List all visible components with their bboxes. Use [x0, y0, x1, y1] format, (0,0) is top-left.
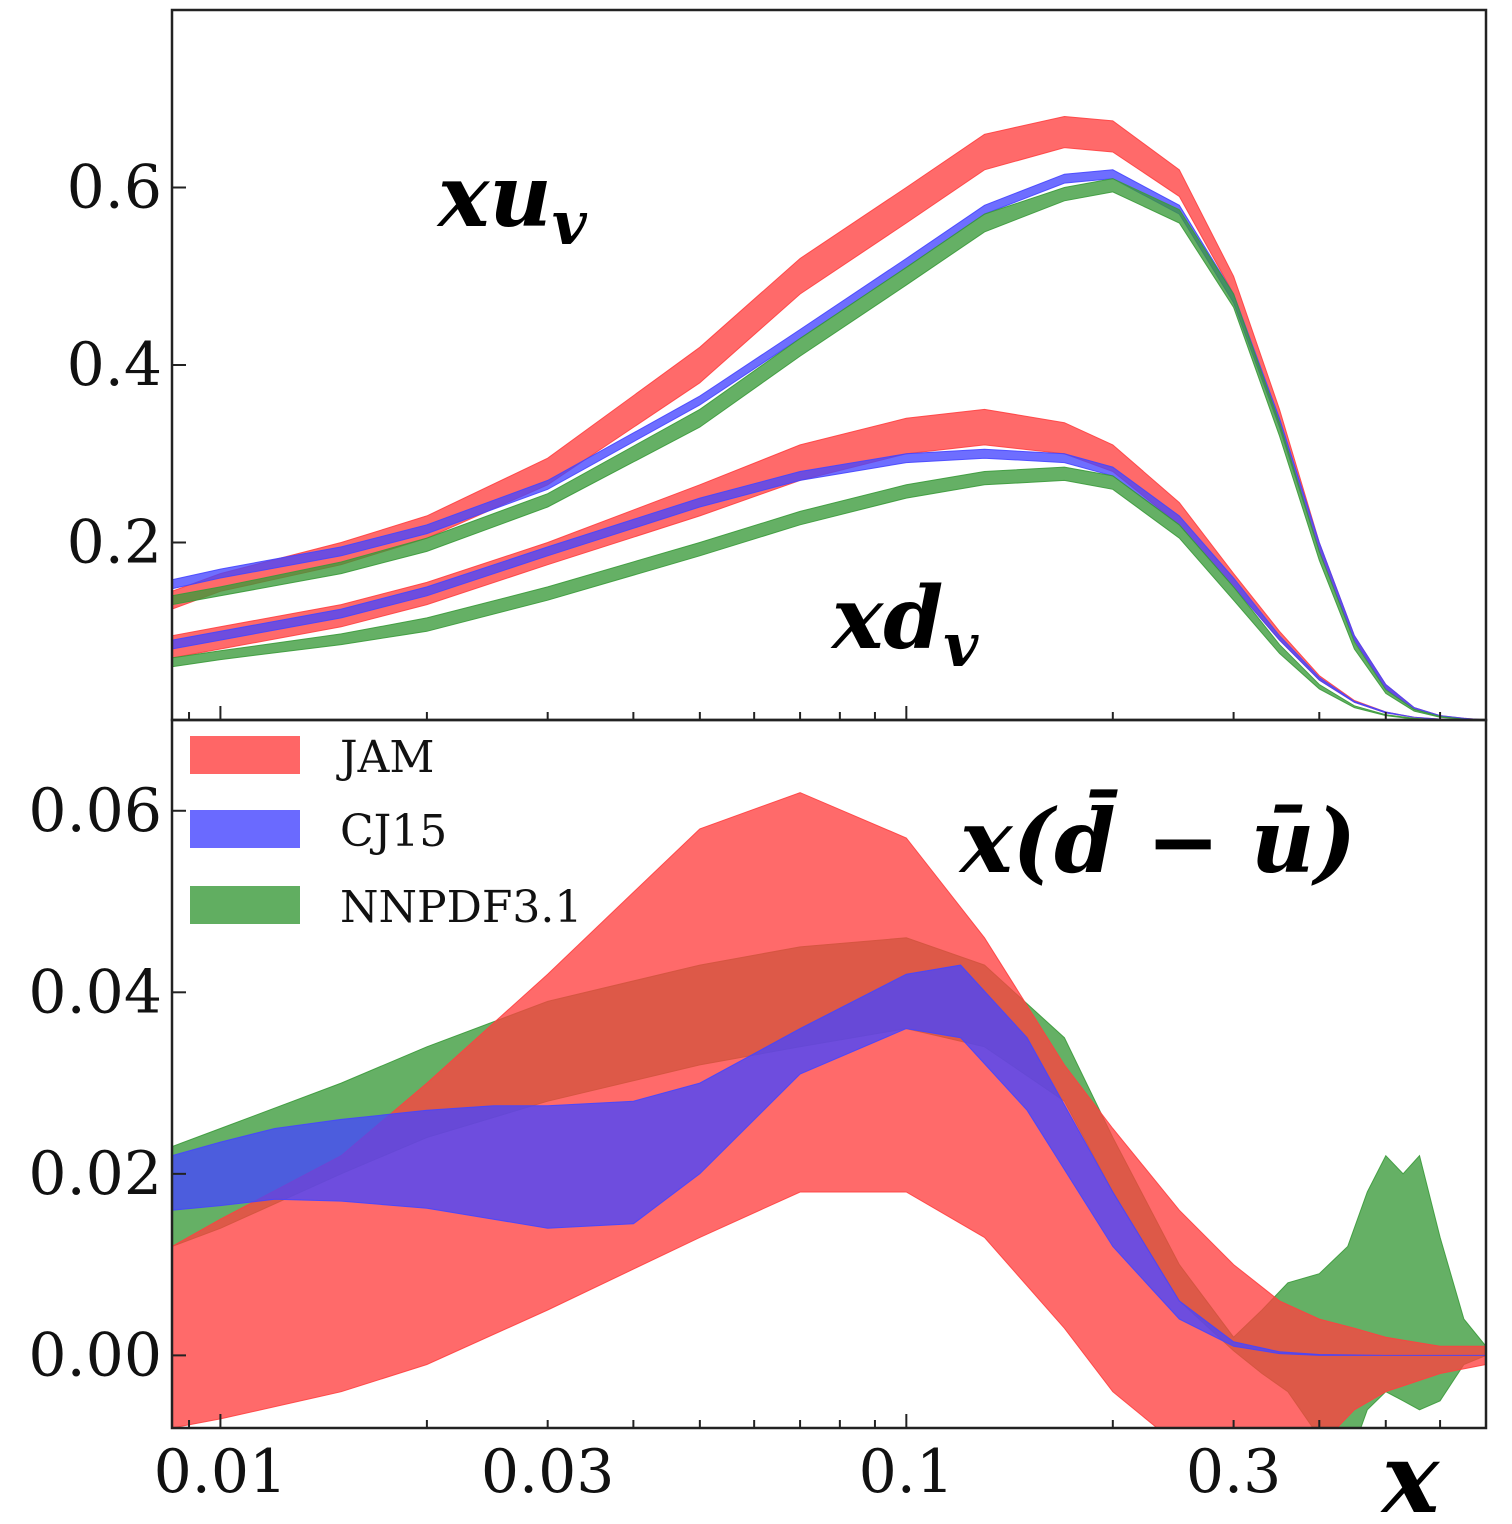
- legend-swatch-nnpdf: [190, 886, 300, 924]
- legend-swatch-jam: [190, 736, 300, 774]
- bottom-band-cj15: [172, 964, 1486, 1356]
- bottom-panel-frame: [170, 718, 1488, 1430]
- bottom-ytick-label: 0.06: [28, 776, 162, 846]
- x-tick-label: 0.1: [859, 1437, 954, 1507]
- bottom-panel-xaxis: 0.01 0.03 0.1 0.3: [154, 1414, 1442, 1507]
- top-ytick-label: 0.2: [67, 508, 162, 578]
- top-band-xdv-cj15: [172, 448, 1486, 720]
- legend-swatch-cj15: [190, 810, 300, 848]
- bottom-panel: 0.00 0.02 0.04 0.06 0.01 0.03 0.1 0.3 x(d̄ − ū…: [28, 718, 1488, 1524]
- bottom-ytick-label: 0.00: [28, 1320, 162, 1390]
- top-band-xdv-nnpdf3-1: [172, 466, 1486, 720]
- top-panel-yaxis: 0.2 0.4 0.6: [67, 153, 186, 578]
- dbar-ubar-annotation: x(d̄ − ū): [958, 788, 1356, 893]
- xdv-annotation: xdv: [830, 568, 979, 681]
- xuv-annotation: xuv: [436, 146, 588, 259]
- x-tick-label: 0.01: [154, 1437, 288, 1507]
- x-tick-label: 0.03: [481, 1437, 615, 1507]
- legend-label-jam: JAM: [336, 732, 434, 783]
- top-ytick-label: 0.4: [67, 330, 162, 400]
- bottom-panel-bands: [172, 792, 1486, 1428]
- bottom-panel-yaxis: 0.00 0.02 0.04 0.06: [28, 776, 186, 1390]
- top-panel-xticks: [188, 706, 1442, 720]
- legend: JAM CJ15 NNPDF3.1: [190, 732, 582, 933]
- legend-label-nnpdf: NNPDF3.1: [340, 882, 582, 933]
- top-panel-bands: [172, 115, 1486, 720]
- top-ytick-label: 0.6: [67, 153, 162, 223]
- legend-label-cj15: CJ15: [340, 806, 447, 857]
- top-band-xdv-jam: [172, 408, 1486, 720]
- top-panel: 0.2 0.4 0.6 xuv xdv: [67, 8, 1488, 722]
- bottom-ytick-label: 0.04: [28, 957, 162, 1027]
- bottom-ytick-label: 0.02: [28, 1139, 162, 1209]
- x-tick-label: 0.3: [1186, 1437, 1281, 1507]
- x-axis-label: x: [1380, 1422, 1441, 1524]
